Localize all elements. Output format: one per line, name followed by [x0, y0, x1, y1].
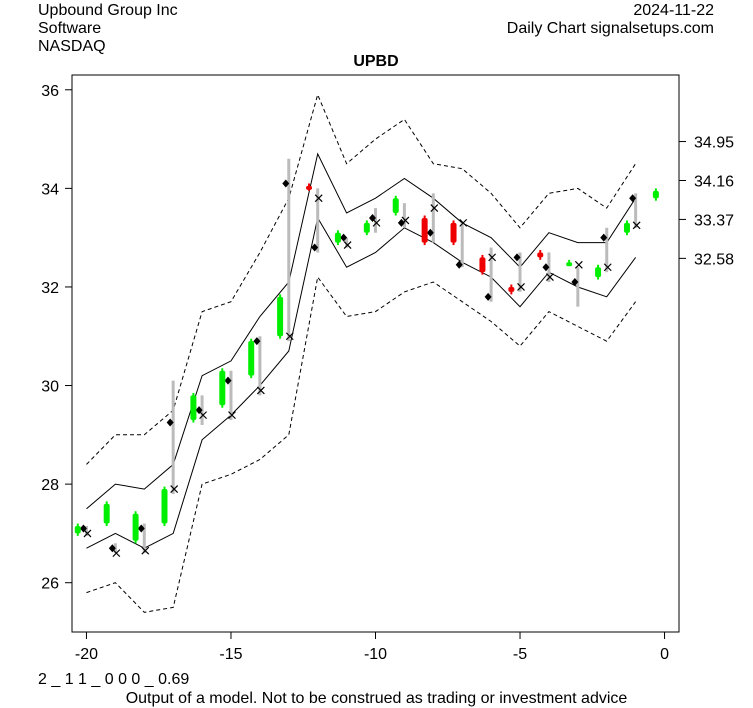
- x-tick-label: -5: [513, 646, 527, 663]
- chart-date: 2024-11-22: [633, 2, 714, 19]
- exchange-label: NASDAQ: [38, 38, 106, 55]
- diamond-marker: [282, 179, 290, 188]
- up-bar: [334, 232, 341, 243]
- y-tick-label-left: 26: [41, 576, 59, 593]
- y-tick-label-right: 32.58: [694, 251, 734, 268]
- diamond-marker: [311, 243, 319, 252]
- diamond-marker: [513, 253, 521, 262]
- up-bar: [595, 267, 602, 278]
- up-bar: [363, 222, 370, 233]
- up-bar: [190, 395, 197, 421]
- diamond-marker: [166, 418, 174, 427]
- x-marker: [632, 221, 641, 230]
- x-marker: [314, 194, 323, 203]
- diamond-marker: [629, 194, 637, 203]
- y-tick-label-left: 28: [41, 477, 59, 494]
- up-bar: [652, 190, 659, 199]
- x-marker: [256, 386, 265, 395]
- x-marker: [488, 253, 497, 262]
- up-bar: [277, 296, 284, 337]
- up-bar: [161, 489, 168, 524]
- x-tick-label: 0: [660, 646, 669, 663]
- diamond-marker: [455, 260, 463, 269]
- diamond-marker: [426, 228, 434, 237]
- disclaimer: Output of a model. Not to be construed a…: [125, 690, 628, 707]
- up-bar: [248, 341, 255, 376]
- y-tick-label-left: 32: [41, 280, 59, 297]
- diamond-marker: [253, 337, 261, 346]
- up-bar: [623, 222, 630, 233]
- x-marker: [430, 204, 439, 213]
- y-tick-label-left: 36: [41, 83, 59, 100]
- diamond-marker: [340, 233, 348, 242]
- plot-frame: [71, 74, 680, 633]
- band-upper-outer: [86, 93, 637, 465]
- up-bar: [132, 513, 139, 541]
- x-marker: [228, 411, 236, 420]
- diamond-marker: [542, 263, 550, 272]
- down-bar: [537, 252, 544, 258]
- model-code: 2 _ 1 1 _ 0 0 0 _ 0.69: [38, 671, 190, 688]
- sector-label: Software: [38, 20, 102, 37]
- down-bar: [479, 257, 486, 273]
- band-upper-inner: [86, 152, 637, 510]
- band-lower-inner: [86, 216, 637, 549]
- y-tick-label-right: 34.95: [694, 135, 734, 152]
- x-marker: [141, 546, 150, 555]
- x-marker: [343, 241, 352, 249]
- up-bar: [566, 262, 573, 267]
- price-bars: [74, 183, 659, 544]
- diamond-marker: [484, 292, 492, 301]
- down-bar: [450, 222, 457, 243]
- axes: -20 -15 -10 -5 0 26 28 30 32 34 36 34.95 34.16 33.37 3…: [41, 83, 734, 663]
- x-marker: [401, 216, 410, 225]
- x-marker: [603, 263, 612, 272]
- x-tick-label: -15: [219, 646, 242, 663]
- band-lines: [86, 93, 637, 613]
- up-bar: [74, 526, 81, 534]
- diamond-marker: [397, 218, 405, 227]
- x-marker: [517, 283, 525, 291]
- x-marker: [112, 549, 121, 558]
- x-marker: [372, 218, 381, 227]
- down-bar: [508, 286, 515, 292]
- up-bar: [392, 198, 399, 214]
- y-tick-label-left: 34: [41, 181, 59, 198]
- diamond-marker: [571, 278, 579, 287]
- down-bar: [421, 217, 428, 243]
- x-marker: [199, 411, 207, 420]
- x-marker: [170, 485, 179, 493]
- chart-source: Daily Chart signalsetups.com: [506, 20, 714, 37]
- range-markers: [79, 158, 641, 558]
- x-marker: [285, 332, 294, 341]
- diamond-marker: [600, 233, 608, 242]
- up-bar: [219, 370, 226, 406]
- down-bar: [306, 185, 313, 190]
- company-name: Upbound Group Inc: [38, 2, 178, 19]
- x-tick-label: -10: [364, 646, 387, 663]
- x-tick-label: -20: [75, 646, 98, 663]
- x-marker: [546, 273, 554, 282]
- x-marker: [459, 218, 468, 227]
- y-tick-label-left: 30: [41, 379, 59, 396]
- y-tick-label-right: 34.16: [694, 173, 734, 190]
- diamond-marker: [224, 376, 232, 385]
- y-tick-label-right: 33.37: [694, 212, 734, 229]
- x-marker: [574, 260, 583, 269]
- x-marker: [83, 529, 92, 538]
- diamond-marker: [137, 524, 145, 533]
- chart-title: UPBD: [353, 53, 398, 70]
- band-lower-outer: [86, 275, 637, 613]
- up-bar: [103, 503, 110, 524]
